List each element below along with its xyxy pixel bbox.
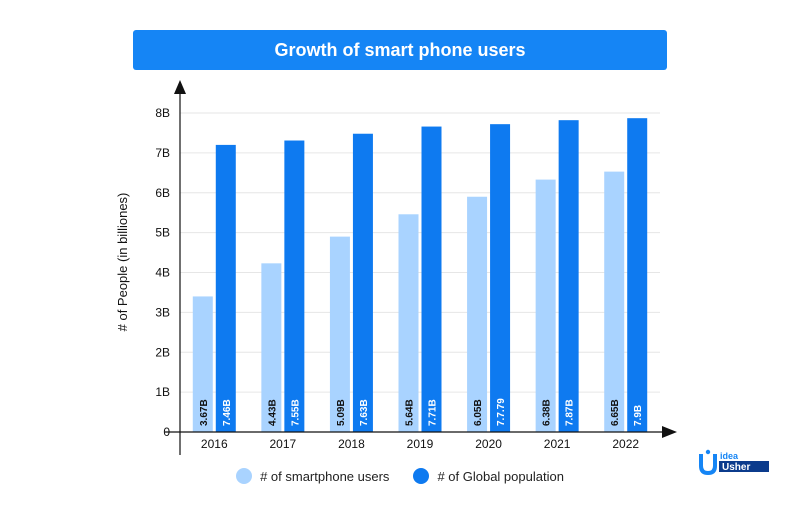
bar-data-label: 7.87B [565, 399, 576, 426]
legend: # of smartphone users # of Global popula… [0, 466, 800, 486]
bar-smartphone-users [604, 171, 625, 432]
x-tick-label: 2020 [475, 437, 502, 451]
chart-title: Growth of smart phone users [133, 30, 667, 70]
y-tick-label: 2B [155, 345, 170, 359]
y-tick-label: 7B [155, 146, 170, 160]
legend-swatch-light-circle-icon [236, 468, 253, 484]
y-tick-label: 3B [155, 305, 170, 319]
y-axis-arrow [174, 80, 186, 94]
bar-global-population [490, 124, 511, 432]
bar-global-population [627, 118, 648, 432]
bar-smartphone-users [329, 236, 350, 432]
bar-data-label: 5.64B [405, 399, 416, 426]
x-axis-arrow [662, 426, 677, 438]
bar-data-label: 7.71B [428, 399, 439, 426]
bar-global-population [421, 126, 442, 433]
bars: 3.67B 7.46B 4.43B 7.55B 5.09B 7.63B 5.64B 7.71B… [192, 118, 648, 433]
legend-label: # of smartphone users [260, 468, 390, 484]
x-tick-label: 2021 [544, 437, 571, 451]
bar-data-label: 7.63B [359, 399, 370, 426]
bar-data-label: 7.55B [290, 399, 301, 426]
bar-data-label: 6.05B [473, 399, 484, 426]
y-tick-label: 0 [163, 425, 170, 439]
x-tick-label: 2017 [270, 437, 297, 451]
y-tick-label: 6B [155, 186, 170, 200]
bar-smartphone-users [261, 263, 282, 432]
x-tick-label: 2018 [338, 437, 365, 451]
y-axis-label: # of People (in billiones) [115, 193, 130, 332]
grid-lines [180, 112, 660, 393]
bar-data-label: 6.38B [542, 399, 553, 426]
bar-smartphone-users [192, 296, 213, 432]
bar-data-label: 3.67B [199, 399, 210, 426]
bar-data-label: 7.46B [222, 399, 233, 426]
bar-smartphone-users [535, 179, 556, 432]
logo-line1: idea [720, 451, 739, 461]
bar-smartphone-users [467, 196, 488, 432]
y-tick-label: 8B [155, 106, 170, 120]
logo-line2: Usher [722, 462, 750, 473]
bar-global-population [558, 120, 579, 433]
bar-global-population [284, 140, 305, 433]
bar-data-label: 5.09B [336, 399, 347, 426]
bar-data-label: 6.65B [610, 399, 621, 426]
x-tick-label: 2019 [407, 437, 434, 451]
x-tick-label: 2022 [612, 437, 639, 451]
bar-data-label: 4.43B [267, 399, 278, 426]
y-tick-label: 5B [155, 226, 170, 240]
y-tick-label: 4B [155, 266, 170, 280]
bar-global-population [215, 144, 236, 432]
ideausher-logo-icon: idea Usher [699, 449, 769, 476]
x-tick-label: 2016 [201, 437, 228, 451]
legend-swatch-dark-circle-icon [413, 468, 430, 484]
legend-label: # of Global population [437, 468, 564, 484]
bar-data-label: 7.9B [633, 405, 644, 426]
bar-global-population [352, 133, 373, 433]
legend-item-smartphone-users: # of smartphone users [236, 468, 389, 484]
y-tick-label: 1B [155, 385, 170, 399]
x-tick-labels: 2016 2017 2018 2019 2020 2021 2022 [201, 437, 639, 451]
axes [165, 80, 677, 455]
bar-data-label: 7.7.79 [496, 398, 507, 426]
y-tick-labels: 0 1B 2B 3B 4B 5B 6B 7B 8B [155, 106, 170, 439]
legend-item-global-population: # of Global population [413, 468, 564, 484]
bar-smartphone-users [398, 214, 419, 432]
